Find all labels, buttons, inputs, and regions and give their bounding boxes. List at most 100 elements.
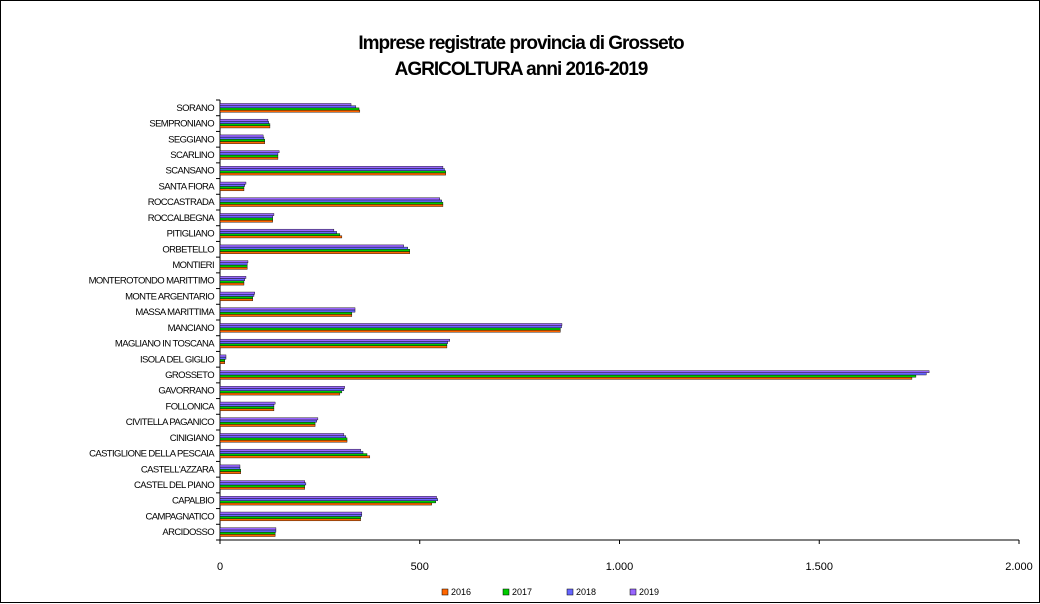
legend-label-2017: 2017 xyxy=(512,587,532,597)
bar-2019 xyxy=(219,181,247,185)
bar-2017 xyxy=(219,469,241,472)
category-label: ISOLA DEL GIGLIO xyxy=(140,354,214,365)
category-label: SEMPRONIANO xyxy=(149,119,214,130)
category-label: CAPALBIO xyxy=(172,496,214,507)
bar-2019 xyxy=(219,527,277,531)
bar-2016 xyxy=(219,361,225,364)
bar-2019 xyxy=(219,150,280,154)
bar-2017 xyxy=(219,280,245,284)
legend: 2016 2017 2018 2019 xyxy=(441,587,659,597)
bar-2016 xyxy=(219,518,361,522)
bar-2016 xyxy=(219,172,446,176)
bar-2016 xyxy=(219,314,353,317)
bar-2019 xyxy=(219,480,305,484)
bar-2016 xyxy=(219,392,341,396)
bar-2016 xyxy=(219,188,245,192)
legend-swatch-2019 xyxy=(629,588,637,596)
bar-2019 xyxy=(219,197,440,201)
bar-2017 xyxy=(219,359,225,362)
bar-2018 xyxy=(219,529,277,533)
bar-2017 xyxy=(219,123,271,126)
bar-2018 xyxy=(219,466,241,470)
category-label: MONTE ARGENTARIO xyxy=(125,291,214,302)
bar-2016 xyxy=(219,471,241,474)
bar-2016 xyxy=(219,424,316,427)
bar-2018 xyxy=(219,105,357,109)
bar-2017 xyxy=(219,484,305,488)
bar-2018 xyxy=(219,325,562,329)
bar-2016 xyxy=(219,235,343,239)
bar-2016 xyxy=(219,219,273,223)
bar-2017 xyxy=(219,186,245,189)
bar-2018 xyxy=(219,278,245,281)
bar-2016 xyxy=(219,534,276,537)
bar-2016 xyxy=(219,487,305,490)
bar-2018 xyxy=(219,356,227,360)
bar-2017 xyxy=(219,516,361,519)
bar-2016 xyxy=(219,282,245,286)
bar-2019 xyxy=(219,464,241,468)
category-label: CASTELL'AZZARA xyxy=(141,464,215,475)
bar-2018 xyxy=(219,419,317,423)
bar-2017 xyxy=(219,327,561,331)
category-label: MASSA MARITTIMA xyxy=(135,307,215,318)
bar-2017 xyxy=(219,264,248,268)
bar-2017 xyxy=(219,154,279,158)
bar-2018 xyxy=(219,514,363,517)
bar-2018 xyxy=(219,184,245,187)
bar-2019 xyxy=(219,370,930,374)
bar-2018 xyxy=(219,341,448,344)
bar-2019 xyxy=(219,118,269,122)
bar-2019 xyxy=(219,244,404,248)
bar-2019 xyxy=(219,401,276,405)
legend-label-2019: 2019 xyxy=(639,587,659,597)
bar-2017 xyxy=(219,390,343,394)
legend-label-2016: 2016 xyxy=(451,587,471,597)
bar-2017 xyxy=(219,107,360,111)
bar-2018 xyxy=(219,482,307,486)
category-label: SCARLINO xyxy=(170,150,214,161)
labels-layer: SORANO SEMPRONIANO SEGGIANO SCARLINO SCANSAN… xyxy=(89,103,1033,573)
bar-2017 xyxy=(219,170,446,174)
bar-2017 xyxy=(219,343,448,346)
bar-2019 xyxy=(219,134,264,138)
bar-2016 xyxy=(219,345,448,349)
bar-2019 xyxy=(219,448,361,452)
bar-2018 xyxy=(219,136,265,140)
bar-2019 xyxy=(219,417,319,421)
x-tick-label: 500 xyxy=(411,561,429,573)
bar-2018 xyxy=(219,451,364,454)
bar-2016 xyxy=(219,156,279,160)
category-label: GAVORRANO xyxy=(158,386,214,397)
legend-swatch-2018 xyxy=(566,588,574,596)
category-label: MONTEROTONDO MARITTIMO xyxy=(89,276,215,287)
bar-2017 xyxy=(219,139,265,142)
category-label: ORBETELLO xyxy=(162,244,214,255)
x-tick-label: 1.500 xyxy=(805,561,833,573)
legend-swatch-2016 xyxy=(441,588,449,596)
bar-2017 xyxy=(219,453,368,456)
bar-2018 xyxy=(219,498,438,501)
bar-2018 xyxy=(219,246,408,250)
bar-2017 xyxy=(219,406,275,409)
bar-2019 xyxy=(219,386,345,389)
chart-title-line-1: Imprese registrate provincia di Grosseto xyxy=(358,33,684,54)
bar-2018 xyxy=(219,262,248,266)
bar-2019 xyxy=(219,354,227,358)
category-label: PITIGLIANO xyxy=(167,229,215,240)
bar-2017 xyxy=(219,374,917,378)
bar-2019 xyxy=(219,433,345,436)
category-label: FOLLONICA xyxy=(166,401,216,412)
bar-2017 xyxy=(219,531,276,535)
bar-2016 xyxy=(219,204,444,207)
category-label: GROSSETO xyxy=(165,370,214,381)
bar-2018 xyxy=(219,388,345,391)
category-label: CAMPAGNATICO xyxy=(146,511,215,522)
chart-title-line-2: AGRICOLTURA anni 2016-2019 xyxy=(394,59,649,80)
bar-2016 xyxy=(219,125,271,129)
bar-2018 xyxy=(219,435,347,439)
x-tick-label: 2.000 xyxy=(1005,561,1033,573)
x-tick-label: 0 xyxy=(217,561,223,573)
legend-swatch-2017 xyxy=(502,588,510,596)
